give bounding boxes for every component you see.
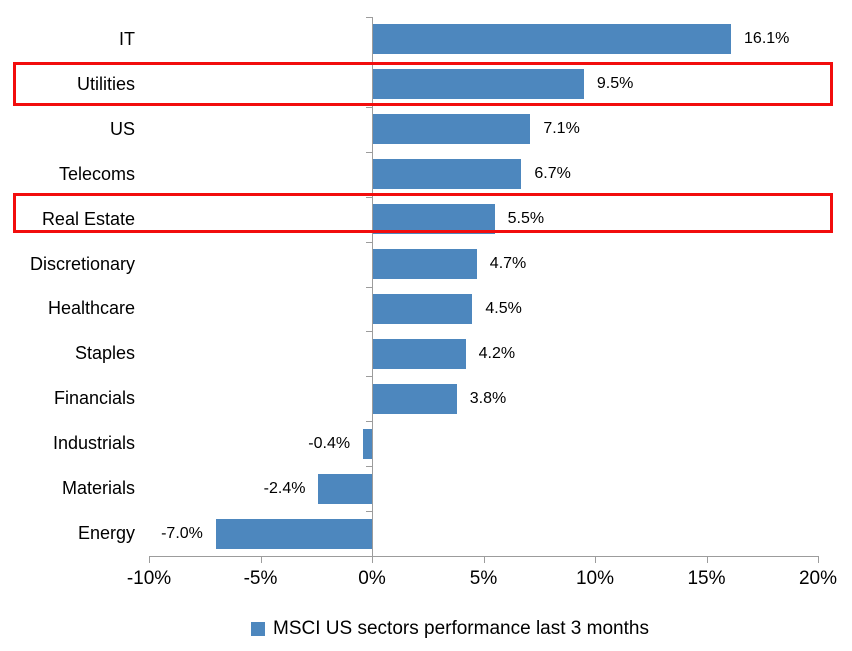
value-label: 3.8%	[469, 389, 507, 407]
highlight-box	[13, 62, 833, 106]
bar	[318, 473, 372, 504]
x-axis-tick	[260, 556, 262, 563]
value-label: 9.5%	[596, 75, 634, 93]
category-tick	[366, 241, 372, 243]
value-label: 4.7%	[489, 255, 527, 273]
category-label: Discretionary	[29, 253, 135, 274]
x-axis-tick	[372, 556, 373, 563]
value-label: 4.5%	[485, 299, 522, 317]
value-label: 16.1%	[744, 30, 790, 48]
category-label: US	[109, 118, 135, 139]
category-tick	[366, 106, 372, 108]
bar	[372, 249, 477, 280]
category-tick	[366, 196, 372, 198]
value-label: 4.2%	[478, 344, 516, 362]
category-tick	[366, 466, 372, 468]
bar	[372, 383, 457, 414]
x-axis-tick-label: -10%	[126, 568, 172, 589]
x-axis-tick	[483, 556, 485, 563]
category-label: Real Estate	[41, 208, 135, 229]
x-axis-tick	[149, 556, 150, 563]
x-axis-tick-label: -5%	[243, 568, 278, 589]
bar	[372, 114, 531, 145]
value-label: 7.1%	[543, 120, 580, 138]
category-label: Staples	[74, 343, 135, 364]
legend: MSCI US sectors performance last 3 month…	[0, 614, 852, 644]
x-axis-tick	[706, 556, 708, 563]
value-label: 6.7%	[534, 165, 571, 183]
value-label: -7.0%	[161, 524, 203, 542]
bar	[372, 69, 584, 100]
bar	[372, 24, 732, 55]
category-label: Telecoms	[58, 163, 135, 184]
bar	[372, 159, 522, 190]
bar	[372, 204, 495, 235]
bar	[215, 518, 372, 549]
category-tick	[366, 511, 372, 513]
x-axis-tick-label: 0%	[358, 568, 386, 589]
bar	[372, 293, 473, 324]
category-label: Utilities	[76, 73, 135, 94]
bar	[363, 428, 372, 459]
highlight-box	[13, 193, 833, 233]
legend-marker-icon	[251, 622, 266, 636]
legend-label: MSCI US sectors performance last 3 month…	[273, 618, 649, 639]
category-tick	[366, 421, 372, 423]
category-label: Energy	[77, 523, 135, 544]
value-label: 5.5%	[507, 210, 545, 228]
x-axis-tick	[595, 556, 596, 563]
category-label: Industrials	[52, 433, 135, 454]
category-label: IT	[119, 28, 135, 49]
category-tick	[366, 331, 372, 333]
x-axis-tick-label: 15%	[687, 568, 726, 589]
category-tick	[366, 376, 372, 378]
value-label: -0.4%	[308, 434, 351, 452]
x-axis-tick	[818, 556, 819, 563]
category-label: Healthcare	[47, 298, 135, 319]
bar	[372, 338, 466, 369]
y-axis-line	[372, 17, 373, 556]
value-label: -2.4%	[263, 479, 306, 497]
category-tick	[366, 17, 372, 18]
category-label: Financials	[53, 388, 135, 409]
category-label: Materials	[61, 478, 135, 499]
x-axis-tick-label: 5%	[469, 568, 498, 589]
category-tick	[366, 286, 372, 288]
x-axis-tick-label: 20%	[798, 568, 838, 589]
x-axis-tick-label: 10%	[575, 568, 615, 589]
category-tick	[366, 151, 372, 153]
